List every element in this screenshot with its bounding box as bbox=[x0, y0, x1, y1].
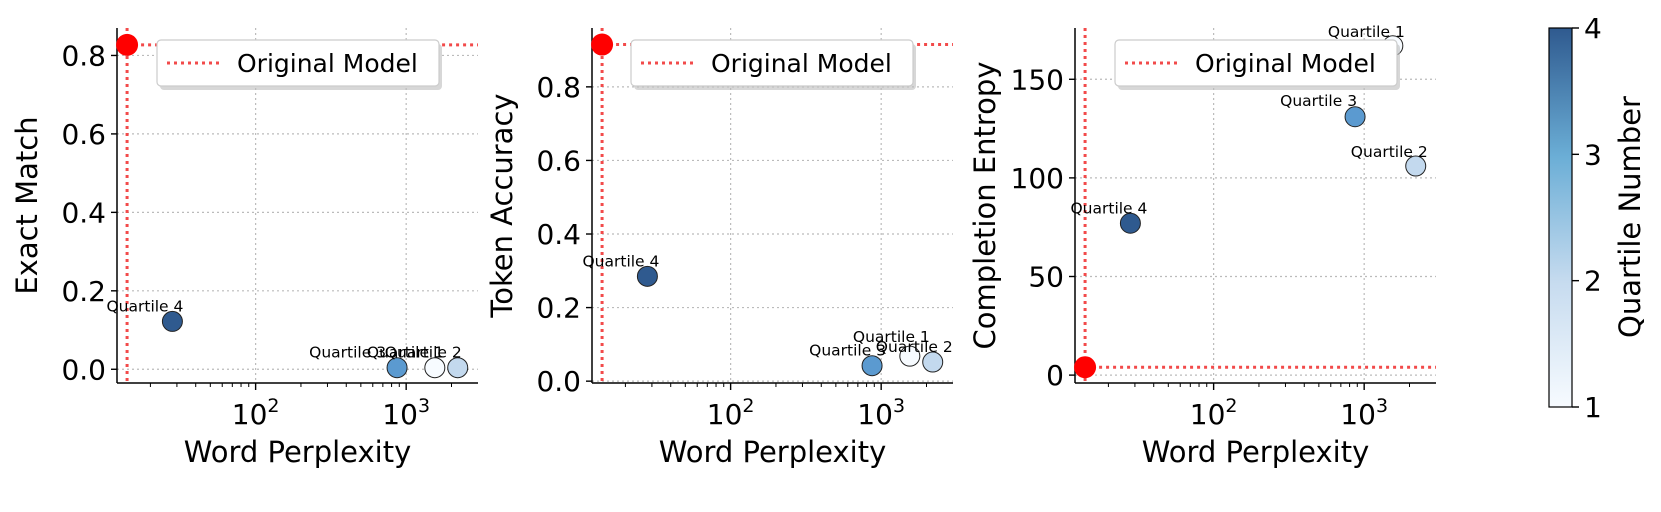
point-label: Quartile 3 bbox=[809, 342, 886, 360]
point-label: Quartile 4 bbox=[1070, 199, 1147, 217]
legend: Original Model bbox=[630, 39, 914, 87]
y-tick-label: 150 bbox=[1011, 63, 1064, 96]
x-tick-label: 103 bbox=[1340, 395, 1388, 431]
original-model-point bbox=[116, 33, 139, 56]
y-axis-label: Completion Entropy bbox=[968, 62, 1002, 350]
point-label: Quartile 1 bbox=[1328, 23, 1405, 41]
quartile-point bbox=[1344, 106, 1366, 128]
y-tick-label: 0 bbox=[1046, 359, 1064, 392]
colorbar-gradient bbox=[1548, 27, 1573, 408]
y-axis-label: Exact Match bbox=[10, 116, 44, 294]
y-tick-label: 0.8 bbox=[61, 39, 106, 72]
y-tick-label: 0.8 bbox=[536, 71, 581, 104]
point-label: Quartile 3 bbox=[309, 344, 386, 362]
quartile-point bbox=[636, 265, 658, 287]
y-tick-label: 0.0 bbox=[536, 365, 581, 398]
colorbar-tick-label: 1 bbox=[1584, 391, 1602, 424]
x-tick-label: 102 bbox=[232, 395, 280, 431]
quartile-point bbox=[922, 351, 944, 373]
quartile-point bbox=[1119, 212, 1141, 234]
quartile-point bbox=[1405, 155, 1427, 177]
point-label: Quartile 4 bbox=[582, 252, 659, 270]
y-tick-label: 50 bbox=[1028, 261, 1064, 294]
colorbar: 1 2 3 4 Quartile Number bbox=[1548, 12, 1647, 424]
subplot-1: 0.0 0.2 0.4 0.6 0.8 102 103 Word Perplexity Exac… bbox=[10, 28, 478, 469]
original-model-point bbox=[591, 33, 614, 56]
legend: Original Model bbox=[156, 39, 440, 87]
y-tick-label: 0.2 bbox=[61, 275, 106, 308]
subplot-2: 0.0 0.2 0.4 0.6 0.8 102 103 Word Perplexity Toke… bbox=[485, 28, 953, 469]
legend-box bbox=[1114, 39, 1398, 87]
colorbar-tick-label: 4 bbox=[1584, 12, 1602, 45]
quartile-point bbox=[424, 357, 446, 379]
point-label: Quartile 1 bbox=[367, 344, 444, 362]
x-axis-label: Word Perplexity bbox=[659, 435, 887, 469]
point-label: Quartile 4 bbox=[106, 297, 183, 315]
x-tick-label: 102 bbox=[707, 395, 755, 431]
quartile-point bbox=[861, 355, 883, 377]
y-tick-label: 0.2 bbox=[536, 292, 581, 325]
x-axis-label: Word Perplexity bbox=[1142, 435, 1370, 469]
y-tick-label: 0.6 bbox=[61, 118, 106, 151]
y-tick-label: 0.6 bbox=[536, 144, 581, 177]
legend-box bbox=[156, 39, 440, 87]
colorbar-label: Quartile Number bbox=[1613, 96, 1647, 338]
x-tick-label: 102 bbox=[1190, 395, 1238, 431]
colorbar-tick-label: 2 bbox=[1584, 265, 1602, 298]
legend-label: Original Model bbox=[237, 49, 418, 78]
point-label: Quartile 2 bbox=[1351, 143, 1428, 161]
point-label: Quartile 2 bbox=[385, 344, 462, 362]
y-tick-label: 100 bbox=[1011, 162, 1064, 195]
colorbar-tick-label: 3 bbox=[1584, 138, 1602, 171]
point-label: Quartile 3 bbox=[1280, 92, 1357, 110]
point-label: Quartile 2 bbox=[876, 338, 953, 356]
y-axis-label: Token Accuracy bbox=[485, 93, 519, 318]
point-label: Quartile 1 bbox=[853, 328, 930, 346]
y-tick-label: 0.4 bbox=[536, 218, 581, 251]
quartile-point bbox=[899, 345, 921, 367]
legend-label: Original Model bbox=[711, 49, 892, 78]
legend-box bbox=[630, 39, 914, 87]
quartile-point bbox=[386, 357, 408, 379]
quartile-point bbox=[161, 310, 183, 332]
y-tick-label: 0.4 bbox=[61, 196, 106, 229]
subplot-3: 0 50 100 150 102 103 Word Perplexity Completion… bbox=[968, 23, 1436, 469]
legend: Original Model bbox=[1114, 39, 1398, 87]
legend-label: Original Model bbox=[1195, 49, 1376, 78]
x-tick-label: 103 bbox=[382, 395, 430, 431]
original-model-point bbox=[1074, 356, 1097, 379]
y-tick-label: 0.0 bbox=[61, 353, 106, 386]
quartile-point bbox=[447, 357, 469, 379]
x-axis-label: Word Perplexity bbox=[184, 435, 412, 469]
x-tick-label: 103 bbox=[857, 395, 905, 431]
